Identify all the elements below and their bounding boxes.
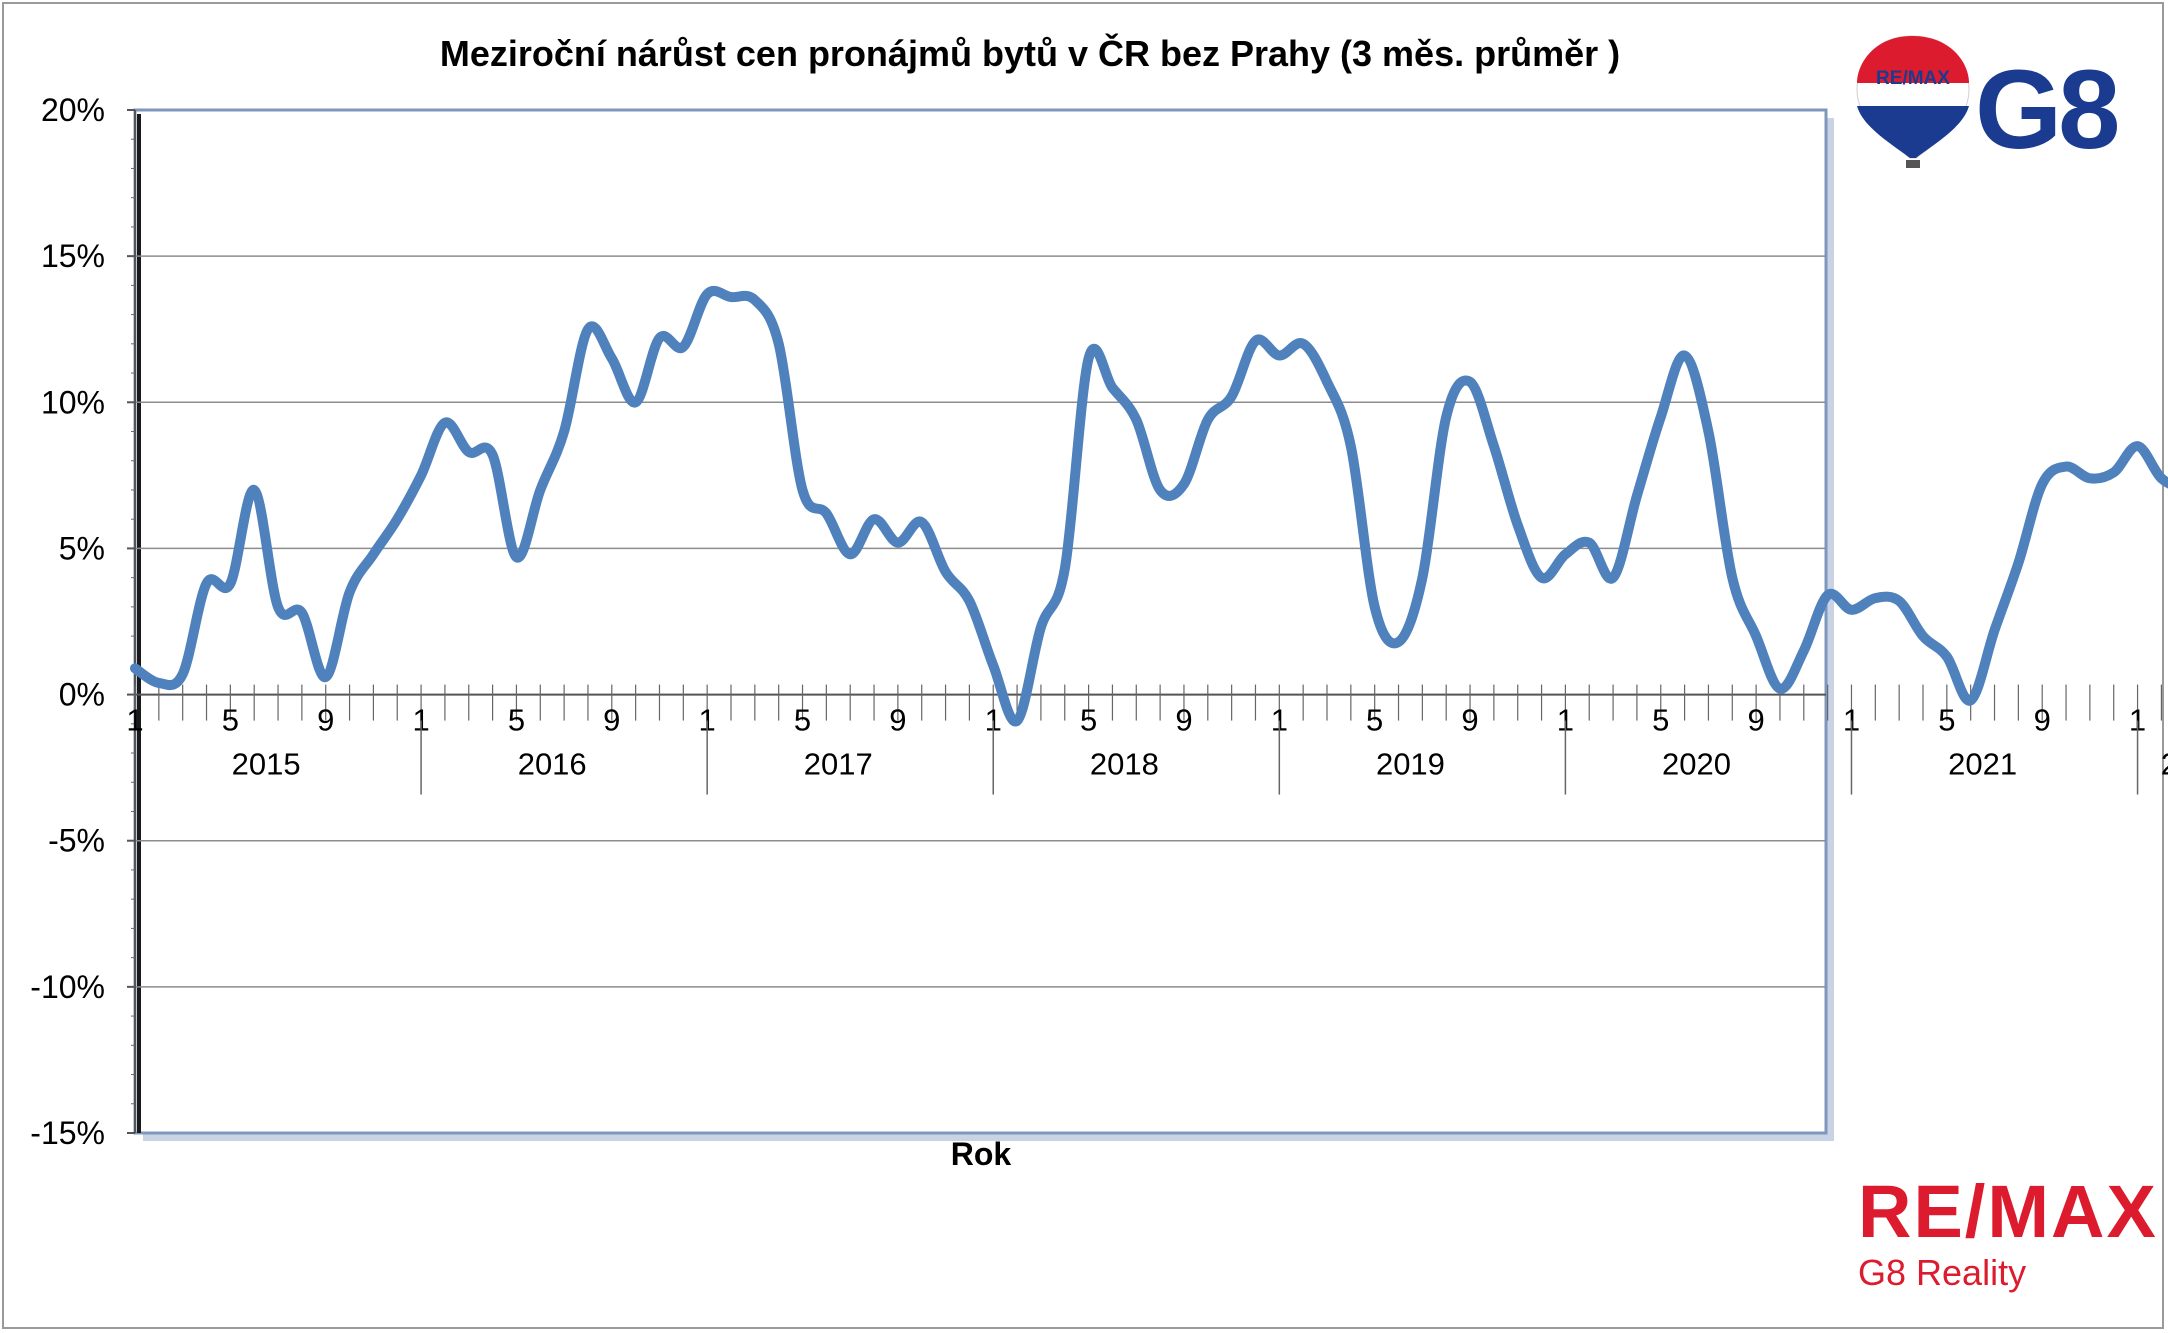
remax-brand-name: RE/MAX (1858, 1170, 2158, 1253)
x-axis-label: Rok (951, 1136, 1012, 1172)
remax-brand-logo: RE/MAX G8 Reality (1858, 1170, 2158, 1305)
x-year-label: 2018 (1090, 747, 1159, 782)
x-year-label: 2022 (2161, 747, 2168, 782)
x-month-label: 5 (222, 703, 239, 738)
chart-title: Meziroční nárůst cen pronájmů bytů v ČR … (440, 32, 1620, 74)
x-year-label: 2021 (1948, 747, 2017, 782)
balloon-icon: RE/MAX (1856, 35, 1970, 168)
y-axis: 20% 15% 10% 5% 0% -5% -10% -15% (30, 92, 136, 1151)
x-month-label: 9 (603, 703, 620, 738)
y-tick-label: 15% (41, 238, 105, 274)
x-month-label: 5 (1938, 703, 1955, 738)
x-month-label: 1 (1271, 703, 1288, 738)
x-year-label: 2020 (1662, 747, 1731, 782)
x-month-label: 9 (317, 703, 334, 738)
y-tick-label: 10% (41, 384, 105, 420)
x-month-label: 5 (1652, 703, 1669, 738)
x-year-label: 2019 (1376, 747, 1445, 782)
y-tick-label: 20% (41, 92, 105, 128)
x-month-label: 1 (2129, 703, 2146, 738)
remax-brand-subtitle: G8 Reality (1858, 1252, 2027, 1293)
series-line (130, 285, 2168, 727)
x-year-label: 2015 (232, 747, 301, 782)
x-month-label: 1 (126, 703, 143, 738)
y-tick-label: 5% (59, 530, 105, 566)
y-tick-label: 0% (59, 677, 105, 713)
x-month-label: 9 (1461, 703, 1478, 738)
x-month-label: 1 (412, 703, 429, 738)
y-tick-label: -5% (48, 823, 105, 859)
y-tick-label: -15% (30, 1115, 105, 1151)
x-month-label: 9 (889, 703, 906, 738)
x-month-label: 9 (2034, 703, 2051, 738)
x-month-label: 9 (1175, 703, 1192, 738)
x-month-label: 5 (794, 703, 811, 738)
g8-logo-text: G8 (1975, 47, 2117, 168)
series-layer (130, 285, 2168, 727)
balloon-brand-text: RE/MAX (1876, 68, 1950, 89)
x-month-label: 1 (699, 703, 716, 738)
remax-g8-logo: RE/MAX G8 (1855, 28, 2145, 172)
x-month-label: 9 (1747, 703, 1764, 738)
x-month-label: 1 (1843, 703, 1860, 738)
x-month-label: 5 (1080, 703, 1097, 738)
x-year-label: 2016 (518, 747, 587, 782)
x-month-label: 5 (1366, 703, 1383, 738)
y-tick-label: -10% (30, 969, 105, 1005)
x-month-label: 1 (1557, 703, 1574, 738)
x-year-label: 2017 (804, 747, 873, 782)
x-axis: 1 5 9 1 5 9 1 5 9 1 5 9 1 5 9 1 5 9 1 5 9 1 2015 2016 2017 2018 20… (126, 684, 2168, 795)
x-month-label: 5 (508, 703, 525, 738)
x-month-label: 1 (985, 703, 1002, 738)
